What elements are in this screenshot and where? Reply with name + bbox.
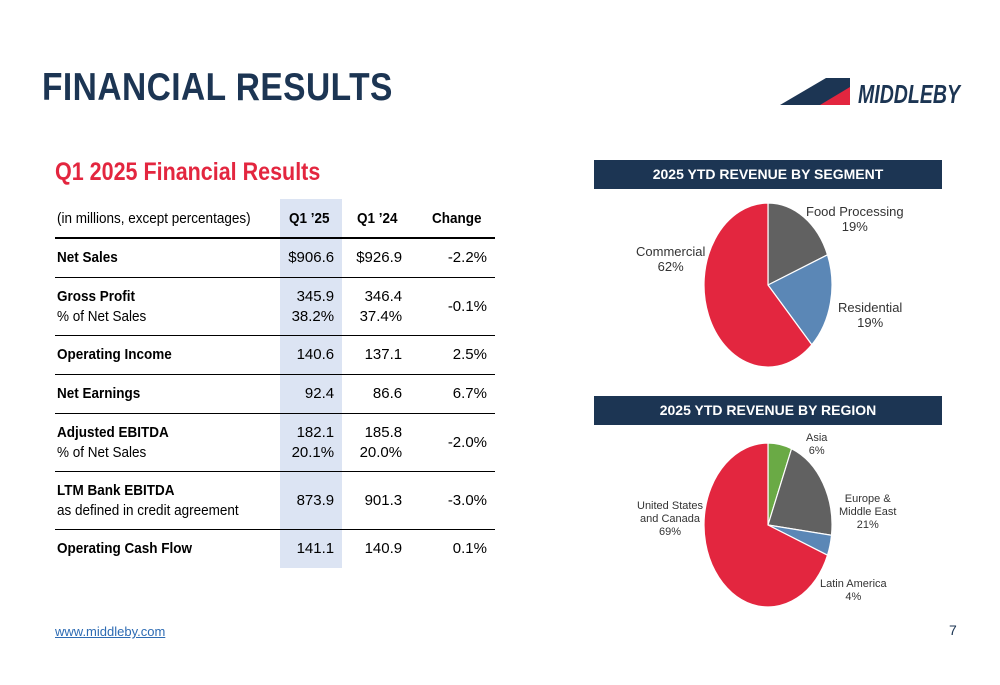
cell-q1-25: 345.9 38.2% <box>280 277 343 336</box>
row-label: Net Earnings <box>55 374 281 414</box>
page-title: FINANCIAL RESULTS <box>42 66 393 109</box>
row-label: Adjusted EBITDA % of Net Sales <box>55 413 281 472</box>
region-label-latin-america: Latin America 4% <box>820 578 887 603</box>
row-label: Operating Income <box>55 335 281 375</box>
region-slice-europe-middle-east <box>767 447 833 536</box>
table-row-ltm-bank-ebitda: LTM Bank EBITDA as defined in credit agr… <box>55 471 495 530</box>
cell-q1-25: $906.6 <box>280 238 343 278</box>
cell-change: -0.1% <box>410 277 495 336</box>
cell-q1-24: 185.8 20.0% <box>342 413 411 472</box>
cell-q1-25: 141.1 <box>280 529 343 568</box>
table-row-gross-profit: Gross Profit % of Net Sales 345.9 38.2% 3… <box>55 277 495 336</box>
financial-results-table: (in millions, except percentages) Q1 ’25… <box>55 199 495 568</box>
cell-q1-25: 873.9 <box>280 471 343 530</box>
cell-change: 0.1% <box>452 540 487 557</box>
cell-q1-24: 86.6 <box>342 374 411 414</box>
row-label: LTM Bank EBITDA as defined in credit agr… <box>55 471 281 530</box>
region-pie-chart <box>703 442 833 608</box>
cell-q1-24: 901.3 <box>342 471 411 530</box>
cell-change: 6.7% <box>410 374 495 414</box>
row-label: Gross Profit % of Net Sales <box>55 277 281 336</box>
cell-q1-24: $926.9 <box>342 238 411 278</box>
cell-q1-25: 140.6 <box>280 335 343 375</box>
header-q1-24: Q1 ’24 <box>342 199 411 239</box>
logo-red-shape <box>820 87 850 105</box>
segment-slice-commercial <box>703 202 813 368</box>
cell-q1-24: 140.9 <box>364 540 403 557</box>
cell-change: 2.5% <box>410 335 495 375</box>
cell-q1-25: 182.1 20.1% <box>280 413 343 472</box>
row-sublabel: % of Net Sales <box>57 443 147 461</box>
segment-pie-chart <box>703 202 833 368</box>
segment-chart-title: 2025 YTD REVENUE BY SEGMENT <box>594 160 942 189</box>
region-slice-united-states-and-canada <box>703 442 829 608</box>
middleby-logo: MIDDLEBY <box>780 78 962 108</box>
table-row-operating-cash-flow: Operating Cash Flow 141.1 140.9 0.1% <box>55 529 495 568</box>
table-row-net-sales: Net Sales $906.6 $926.9 -2.2% <box>55 238 495 278</box>
table-subtitle: Q1 2025 Financial Results <box>55 158 321 186</box>
header-q1-25: Q1 ’25 <box>280 199 343 239</box>
segment-slice-food-processing <box>767 202 829 286</box>
header-description: (in millions, except percentages) <box>55 199 281 239</box>
row-sublabel: % of Net Sales <box>57 307 147 325</box>
region-label-asia: Asia 6% <box>806 432 828 457</box>
row-label: Net Sales <box>55 238 281 278</box>
segment-label-residential: Residential 19% <box>838 300 903 330</box>
segment-label-commercial: Commercial 62% <box>636 244 706 274</box>
cell-change: -2.2% <box>410 238 495 278</box>
row-label: Operating Cash Flow <box>57 540 193 557</box>
table-row-net-earnings: Net Earnings 92.4 86.6 6.7% <box>55 374 495 414</box>
logo-text: MIDDLEBY <box>858 79 962 108</box>
page-number: 7 <box>949 622 957 638</box>
region-label-us-canada: United States and Canada 69% <box>637 500 704 538</box>
row-sublabel: as defined in credit agreement <box>57 501 239 519</box>
website-link[interactable]: www.middleby.com <box>55 624 166 639</box>
cell-q1-25: 92.4 <box>280 374 343 414</box>
cell-q1-24: 346.4 37.4% <box>342 277 411 336</box>
region-chart-title: 2025 YTD REVENUE BY REGION <box>594 396 942 425</box>
cell-q1-24: 137.1 <box>342 335 411 375</box>
region-label-europe-middle-east: Europe & Middle East 21% <box>839 493 897 531</box>
cell-change: -2.0% <box>410 413 495 472</box>
table-row-operating-income: Operating Income 140.6 137.1 2.5% <box>55 335 495 375</box>
table-row-adjusted-ebitda: Adjusted EBITDA % of Net Sales 182.1 20.1… <box>55 413 495 472</box>
segment-label-food-processing: Food Processing 19% <box>806 204 904 234</box>
table-header-row: (in millions, except percentages) Q1 ’25… <box>55 199 495 239</box>
header-change: Change <box>410 199 495 239</box>
cell-change: -3.0% <box>410 471 495 530</box>
segment-slice-residential <box>767 253 833 346</box>
